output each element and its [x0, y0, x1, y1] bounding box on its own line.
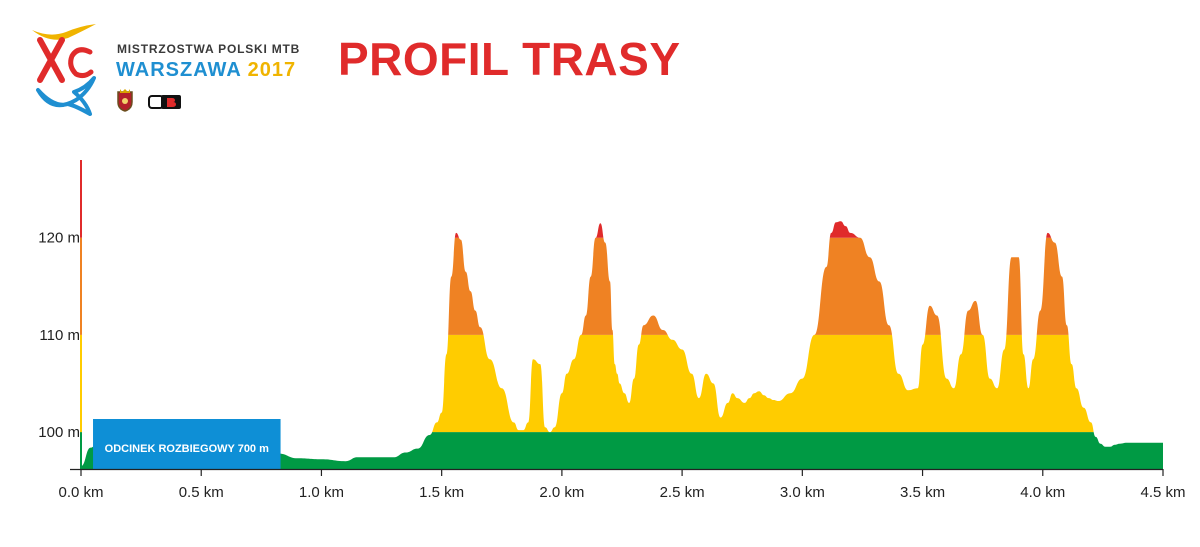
- page-header: XC MISTRZOSTWA POLSKI MTB WARSZAWA 2017 …: [0, 0, 1200, 130]
- elevation-band-2: [81, 237, 1163, 335]
- x-tick-label: 0.5 km: [179, 484, 224, 501]
- x-tick-label: 1.5 km: [419, 484, 464, 501]
- event-city-year: WARSZAWA 2017: [116, 59, 296, 82]
- y-tick-label: 110 m: [39, 327, 80, 344]
- event-logo-icon: XC: [32, 24, 96, 116]
- elevation-band-1: [81, 334, 1163, 433]
- warm-up-segment: [93, 419, 281, 469]
- y-axis-ticks: 100 m 110 m 120 m: [38, 230, 80, 441]
- x-tick-label: 4.5 km: [1140, 484, 1185, 501]
- sponsor-logo-icon: [148, 95, 181, 109]
- elevation-band-3: [81, 221, 1163, 238]
- x-tick-label: 4.0 km: [1020, 484, 1065, 501]
- page-title: PROFIL TRASY: [338, 33, 681, 85]
- y-tick-label: 100 m: [38, 424, 80, 441]
- warm-up-label: ODCINEK ROZBIEGOWY 700 m: [105, 443, 269, 455]
- x-axis-ticks: 0.0 km 0.5 km 1.0 km 1.5 km 2.0 km 2.5 km 3.0 …: [58, 469, 1186, 501]
- event-city: WARSZAWA: [116, 59, 242, 81]
- event-year: 2017: [247, 59, 297, 81]
- x-tick-label: 3.0 km: [780, 484, 825, 501]
- x-tick-label: 3.5 km: [900, 484, 945, 501]
- x-tick-label: 0.0 km: [58, 484, 103, 501]
- event-name: MISTRZOSTWA POLSKI MTB: [117, 42, 301, 56]
- y-tick-label: 120 m: [38, 230, 80, 247]
- x-tick-label: 1.0 km: [299, 484, 344, 501]
- x-tick-label: 2.5 km: [660, 484, 705, 501]
- city-crest-icon: [117, 89, 133, 112]
- x-tick-label: 2.0 km: [539, 484, 584, 501]
